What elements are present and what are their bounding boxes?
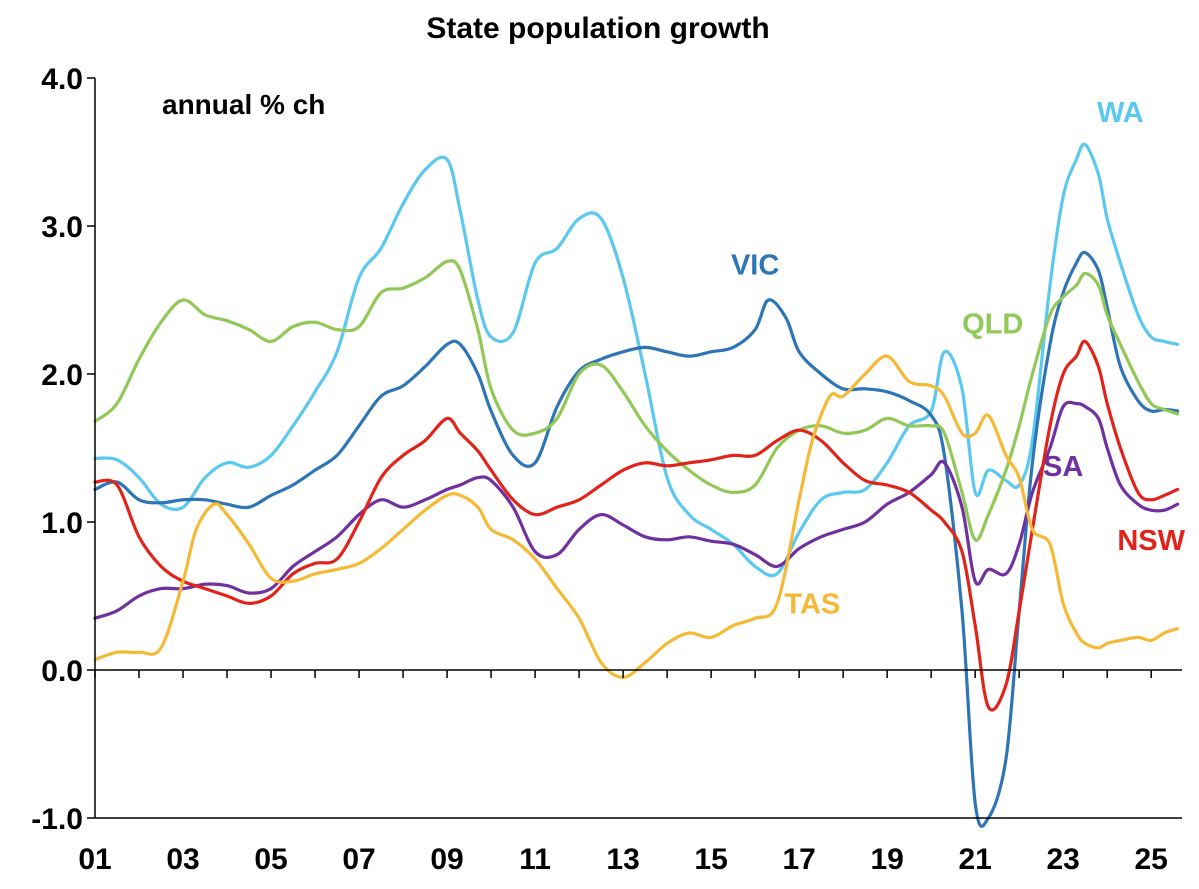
plot-area: -1.0 0.0 1.0 2.0 3.0 4.0 01 03 05 07 09 11 13 15 17 19… xyxy=(31,63,1182,876)
y-tick-label: 2.0 xyxy=(41,359,83,392)
x-tick-label: 13 xyxy=(606,843,639,876)
series-line-wa xyxy=(93,142,1180,578)
series-label-qld: QLD xyxy=(962,309,1023,341)
x-tick-label: 07 xyxy=(342,843,375,876)
x-tick-label: 23 xyxy=(1046,843,1079,876)
x-tick-label: 21 xyxy=(958,843,991,876)
y-tick-label: 4.0 xyxy=(41,63,83,96)
y-axis-ticks: -1.0 0.0 1.0 2.0 3.0 4.0 xyxy=(31,63,95,836)
series-label-nsw: NSW xyxy=(1117,525,1185,557)
series-line-sa xyxy=(93,400,1180,620)
y-tick-label: 0.0 xyxy=(41,655,83,688)
x-tick-label: 19 xyxy=(870,843,903,876)
x-tick-label: 03 xyxy=(166,843,199,876)
x-tick-label: 25 xyxy=(1135,843,1168,876)
chart-title: State population growth xyxy=(426,12,769,45)
y-tick-label: 1.0 xyxy=(41,507,83,540)
series-line-vic xyxy=(93,250,1180,828)
series-label-vic: VIC xyxy=(731,249,779,281)
series-line-nsw xyxy=(93,339,1180,712)
series-label-tas: TAS xyxy=(784,588,840,620)
x-tick-label: 05 xyxy=(254,843,287,876)
y-axis-label: annual % ch xyxy=(162,89,325,120)
x-tick-label: 01 xyxy=(78,843,111,876)
series-group xyxy=(93,142,1180,828)
series-label-sa: SA xyxy=(1043,451,1083,483)
y-tick-label: 3.0 xyxy=(41,211,83,244)
series-line-tas xyxy=(93,354,1180,679)
x-tick-label: 15 xyxy=(694,843,727,876)
series-line-qld xyxy=(93,259,1180,542)
x-tick-label: 11 xyxy=(519,843,551,876)
y-tick-label: -1.0 xyxy=(31,803,83,836)
x-axis-ticks: 01 03 05 07 09 11 13 15 17 19 21 23 25 xyxy=(78,670,1168,876)
series-labels: WA VIC QLD SA NSW TAS xyxy=(731,97,1186,620)
x-tick-label: 09 xyxy=(430,843,463,876)
series-label-wa: WA xyxy=(1097,97,1144,129)
x-tick-label: 17 xyxy=(782,843,815,876)
